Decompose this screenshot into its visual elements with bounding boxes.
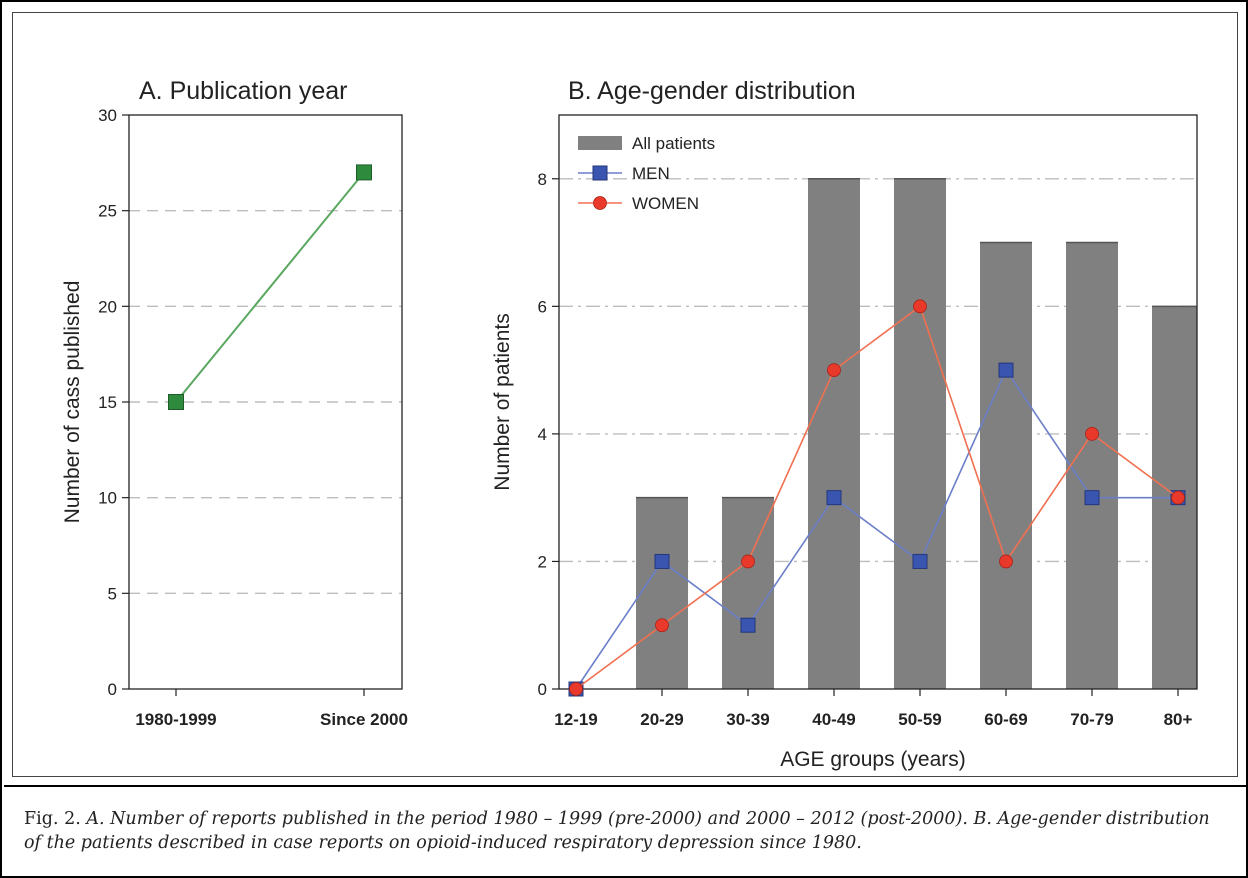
panel-b-bar xyxy=(636,497,688,689)
panel-a-ytick-label: 5 xyxy=(108,584,117,603)
charts-svg: A. Publication year0510152025301980-1999… xyxy=(61,77,1198,771)
panel-b-women-point xyxy=(1171,490,1185,505)
panel-b-men-point xyxy=(998,362,1014,378)
panel-b-bar xyxy=(980,242,1032,690)
legend-marker-women xyxy=(593,196,607,210)
panel-a-ytick-label: 10 xyxy=(98,489,117,508)
legend-swatch-all-patients xyxy=(578,136,622,150)
panel-a-ylabel: Number of cass published xyxy=(61,281,84,524)
panel-b-men-point xyxy=(654,553,670,569)
panel-b-bar xyxy=(894,178,946,689)
panel-a-series-line xyxy=(175,171,365,403)
panel-b-ytick-label: 2 xyxy=(538,552,547,571)
legend-label-all-patients: All patients xyxy=(632,134,715,153)
caption-text: A. Number of reports published in the pe… xyxy=(24,809,1210,853)
panel-a-title: A. Publication year xyxy=(139,77,347,105)
legend-label-women: WOMEN xyxy=(632,194,699,213)
panel-b-xtick-label: 70-79 xyxy=(1070,710,1113,729)
panel-b-xtick-label: 12-19 xyxy=(554,710,597,729)
legend-label-men: MEN xyxy=(632,164,670,183)
panel-b-plot-frame xyxy=(558,114,1198,690)
caption-label: Fig. 2. xyxy=(24,809,81,829)
panel-b-xtick-label: 80+ xyxy=(1164,710,1193,729)
panel-a-point xyxy=(168,394,184,410)
panel-b-men-point xyxy=(740,617,756,633)
panel-b-ytick-label: 6 xyxy=(538,297,547,316)
panel-a-ytick-label: 20 xyxy=(98,297,117,316)
panel-b-women-point xyxy=(999,554,1013,569)
panel-b-ytick-label: 4 xyxy=(538,425,547,444)
panel-a-ytick-label: 0 xyxy=(108,680,117,699)
panel-b-bar xyxy=(1066,242,1118,690)
caption-area: Fig. 2. A. Number of reports published i… xyxy=(4,785,1248,878)
panel-b-title: B. Age-gender distribution xyxy=(568,77,856,105)
panel-b-bar xyxy=(722,497,774,689)
panel-b-xtick-label: 60-69 xyxy=(984,710,1027,729)
panel-b-women-point xyxy=(569,682,583,696)
panel-b-men-point xyxy=(826,490,842,506)
panel-a-xtick-label: 1980-1999 xyxy=(135,710,216,729)
panel-b-xtick-label: 50-59 xyxy=(898,710,941,729)
panel-b-men-point xyxy=(912,553,928,569)
panel-b-women-point xyxy=(913,299,927,314)
figure-area: A. Publication year 0 5 10 15 20 25 30 1980-1999… xyxy=(12,12,1238,777)
panel-b-women-point xyxy=(1085,426,1099,441)
panel-b-ytick-label: 0 xyxy=(538,680,547,699)
panel-b-xtick-label: 30-39 xyxy=(726,710,769,729)
panel-a-plot-frame xyxy=(128,114,403,690)
panel-b-women-point xyxy=(827,363,841,378)
panel-b-xtick-label: 20-29 xyxy=(640,710,683,729)
panel-a-ytick-label: 30 xyxy=(98,106,117,125)
panel-a-ytick-label: 25 xyxy=(98,202,117,221)
panel-b-men-point xyxy=(1084,490,1100,506)
panel-b-women-line xyxy=(575,305,1179,690)
panel-b-women-point xyxy=(741,554,755,569)
panel-b-legend: All patients MEN WOMEN xyxy=(578,134,715,213)
panel-a-ytick-label: 15 xyxy=(98,393,117,412)
panel-b-men-line xyxy=(575,368,1178,690)
panel-b-ytick-label: 8 xyxy=(538,170,547,189)
panel-b-xtick-label: 40-49 xyxy=(812,710,855,729)
legend-marker-men xyxy=(592,165,608,181)
panel-b-ylabel: Number of patients xyxy=(491,313,514,490)
panel-a-xtick-label: Since 2000 xyxy=(320,710,408,729)
panel-b-women-point xyxy=(655,618,669,633)
panel-b-xlabel: AGE groups (years) xyxy=(780,748,966,771)
figure-caption: Fig. 2. A. Number of reports published i… xyxy=(24,807,1224,855)
panel-b-bar xyxy=(808,178,860,689)
panel-a-point xyxy=(356,164,372,181)
